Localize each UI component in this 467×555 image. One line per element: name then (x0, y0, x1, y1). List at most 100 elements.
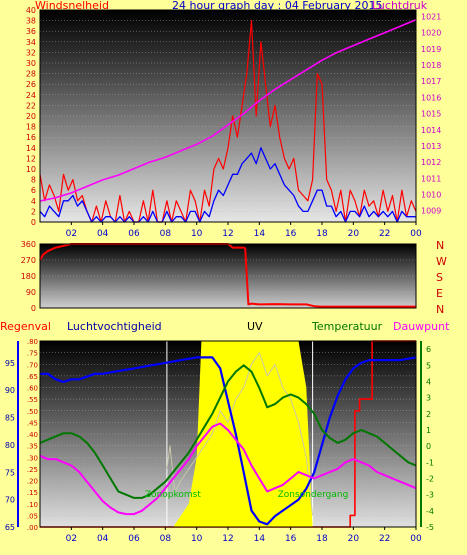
windspeed-tick-label: 2 (31, 207, 36, 216)
x-tick-label: 00 (410, 534, 422, 544)
rain-tick-label: .10 (27, 501, 38, 509)
direction-panel-bg (40, 244, 416, 308)
temperature-tick-label: 5 (426, 361, 431, 370)
direction-tick-label: 180 (21, 272, 36, 281)
uv-series-area (166, 341, 313, 527)
temperature-tick-label: -3 (426, 491, 434, 500)
windspeed-tick-label: 22 (26, 101, 36, 110)
gust-series-line (39, 147, 416, 223)
temperature-tick-label: -2 (426, 474, 434, 483)
windspeed-axis-label: Windsnelheid (35, 0, 109, 12)
pressure-series-line (39, 18, 417, 202)
rain-tick-label: .60 (27, 385, 38, 393)
windspeed-tick-label: 34 (26, 38, 36, 47)
rain-tick-label: .00 (27, 524, 38, 532)
x-tick-label: 02 (66, 534, 77, 544)
x-tick-label: 08 (160, 534, 172, 544)
pressure-tick-label: 1020 (421, 29, 441, 38)
temperature-tick-label: 2 (426, 410, 431, 419)
compass-label: E (436, 287, 443, 300)
pressure-tick-label: 1009 (421, 207, 441, 216)
pressure-tick-label: 1011 (421, 174, 441, 183)
rain-tick-label: .25 (27, 466, 38, 474)
temperature-tick-label: -1 (426, 458, 434, 467)
temperature-tick-label: 1 (426, 426, 431, 435)
x-tick-label: 10 (191, 534, 203, 544)
x-tick-label: 16 (285, 534, 297, 544)
windspeed-tick-label: 20 (26, 112, 36, 121)
windspeed-tick-label: 16 (26, 133, 36, 142)
windspeed-tick-label: 24 (26, 91, 36, 100)
rain-tick-label: .40 (27, 431, 38, 439)
temperature-tick-label: 4 (426, 377, 431, 386)
rain-tick-label: .80 (27, 338, 38, 346)
uv-axis-label: UV (247, 320, 263, 333)
x-tick-label: 06 (128, 229, 140, 239)
temperature-tick-label: 3 (426, 394, 431, 403)
x-tick-label: 22 (379, 534, 390, 544)
temperature-axis-label: Temperatuur (312, 320, 383, 333)
direction-tick-label: 360 (21, 240, 36, 249)
compass-label: S (436, 271, 443, 284)
x-tick-label: 18 (316, 229, 328, 239)
pressure-tick-label: 1015 (421, 110, 441, 119)
humidity-tick-label: 70 (5, 496, 15, 505)
x-tick-label: 14 (254, 534, 266, 544)
windspeed-tick-label: 4 (31, 197, 36, 206)
x-tick-label: 14 (254, 229, 266, 239)
humidity-tick-label: 65 (5, 523, 15, 532)
windspeed-tick-label: 10 (26, 165, 36, 174)
chart-title: 24 hour graph day : 04 February 2015 (172, 0, 383, 12)
wind-panel-bg (40, 10, 416, 222)
humidity-tick-label: 85 (5, 414, 15, 423)
windspeed-tick-label: 40 (26, 6, 36, 15)
humidity-tick-label: 90 (5, 386, 15, 395)
windspeed-tick-label: 32 (26, 48, 36, 57)
pressure-tick-label: 1017 (421, 77, 441, 86)
temperature-tick-label: 0 (426, 442, 431, 451)
rain-axis-label: Regenval (0, 320, 51, 333)
x-tick-label: 18 (316, 534, 328, 544)
direction-tick-label: 90 (26, 288, 36, 297)
rain-tick-label: .20 (27, 478, 38, 486)
direction-panel-frame (39, 243, 417, 309)
x-tick-label: 00 (410, 229, 422, 239)
rain-tick-label: .55 (27, 396, 38, 404)
windspeed-tick-label: 18 (26, 123, 36, 132)
temperature-series-line (39, 364, 417, 499)
x-tick-label: 04 (97, 534, 109, 544)
temperature-tick-label: -5 (426, 523, 434, 532)
rain-tick-label: .50 (27, 408, 38, 416)
direction-tick-label: 270 (21, 256, 36, 265)
x-tick-label: 20 (348, 229, 360, 239)
humidity-tick-label: 80 (5, 441, 15, 450)
direction-tick-label: 0 (31, 304, 36, 313)
pressure-tick-label: 1012 (421, 158, 441, 167)
x-tick-label: 12 (222, 534, 233, 544)
pressure-tick-label: 1013 (421, 142, 441, 151)
rain-tick-label: .05 (27, 512, 38, 520)
compass-label: N (436, 303, 444, 316)
pressure-tick-label: 1010 (421, 190, 441, 199)
sunrise-annotation: Zonopkomst (145, 490, 201, 500)
windspeed-tick-label: 12 (26, 154, 36, 163)
pressure-tick-label: 1014 (421, 126, 441, 135)
windspeed-series-line (39, 20, 417, 223)
windspeed-tick-label: 38 (26, 17, 36, 26)
x-tick-label: 04 (97, 229, 109, 239)
temperature-tick-label: -4 (426, 507, 434, 516)
temperature-tick-label: 6 (426, 345, 431, 354)
windspeed-tick-label: 36 (26, 27, 36, 36)
x-tick-label: 06 (128, 534, 140, 544)
x-tick-label: 02 (66, 229, 77, 239)
x-tick-label: 08 (160, 229, 172, 239)
dewpoint-series-line (39, 422, 417, 516)
compass-label: W (436, 255, 447, 268)
rain-series-line (40, 340, 416, 528)
pressure-tick-label: 1016 (421, 93, 441, 102)
pressure-tick-label: 1019 (421, 45, 441, 54)
x-tick-label: 22 (379, 229, 390, 239)
rain-tick-label: .15 (27, 489, 38, 497)
